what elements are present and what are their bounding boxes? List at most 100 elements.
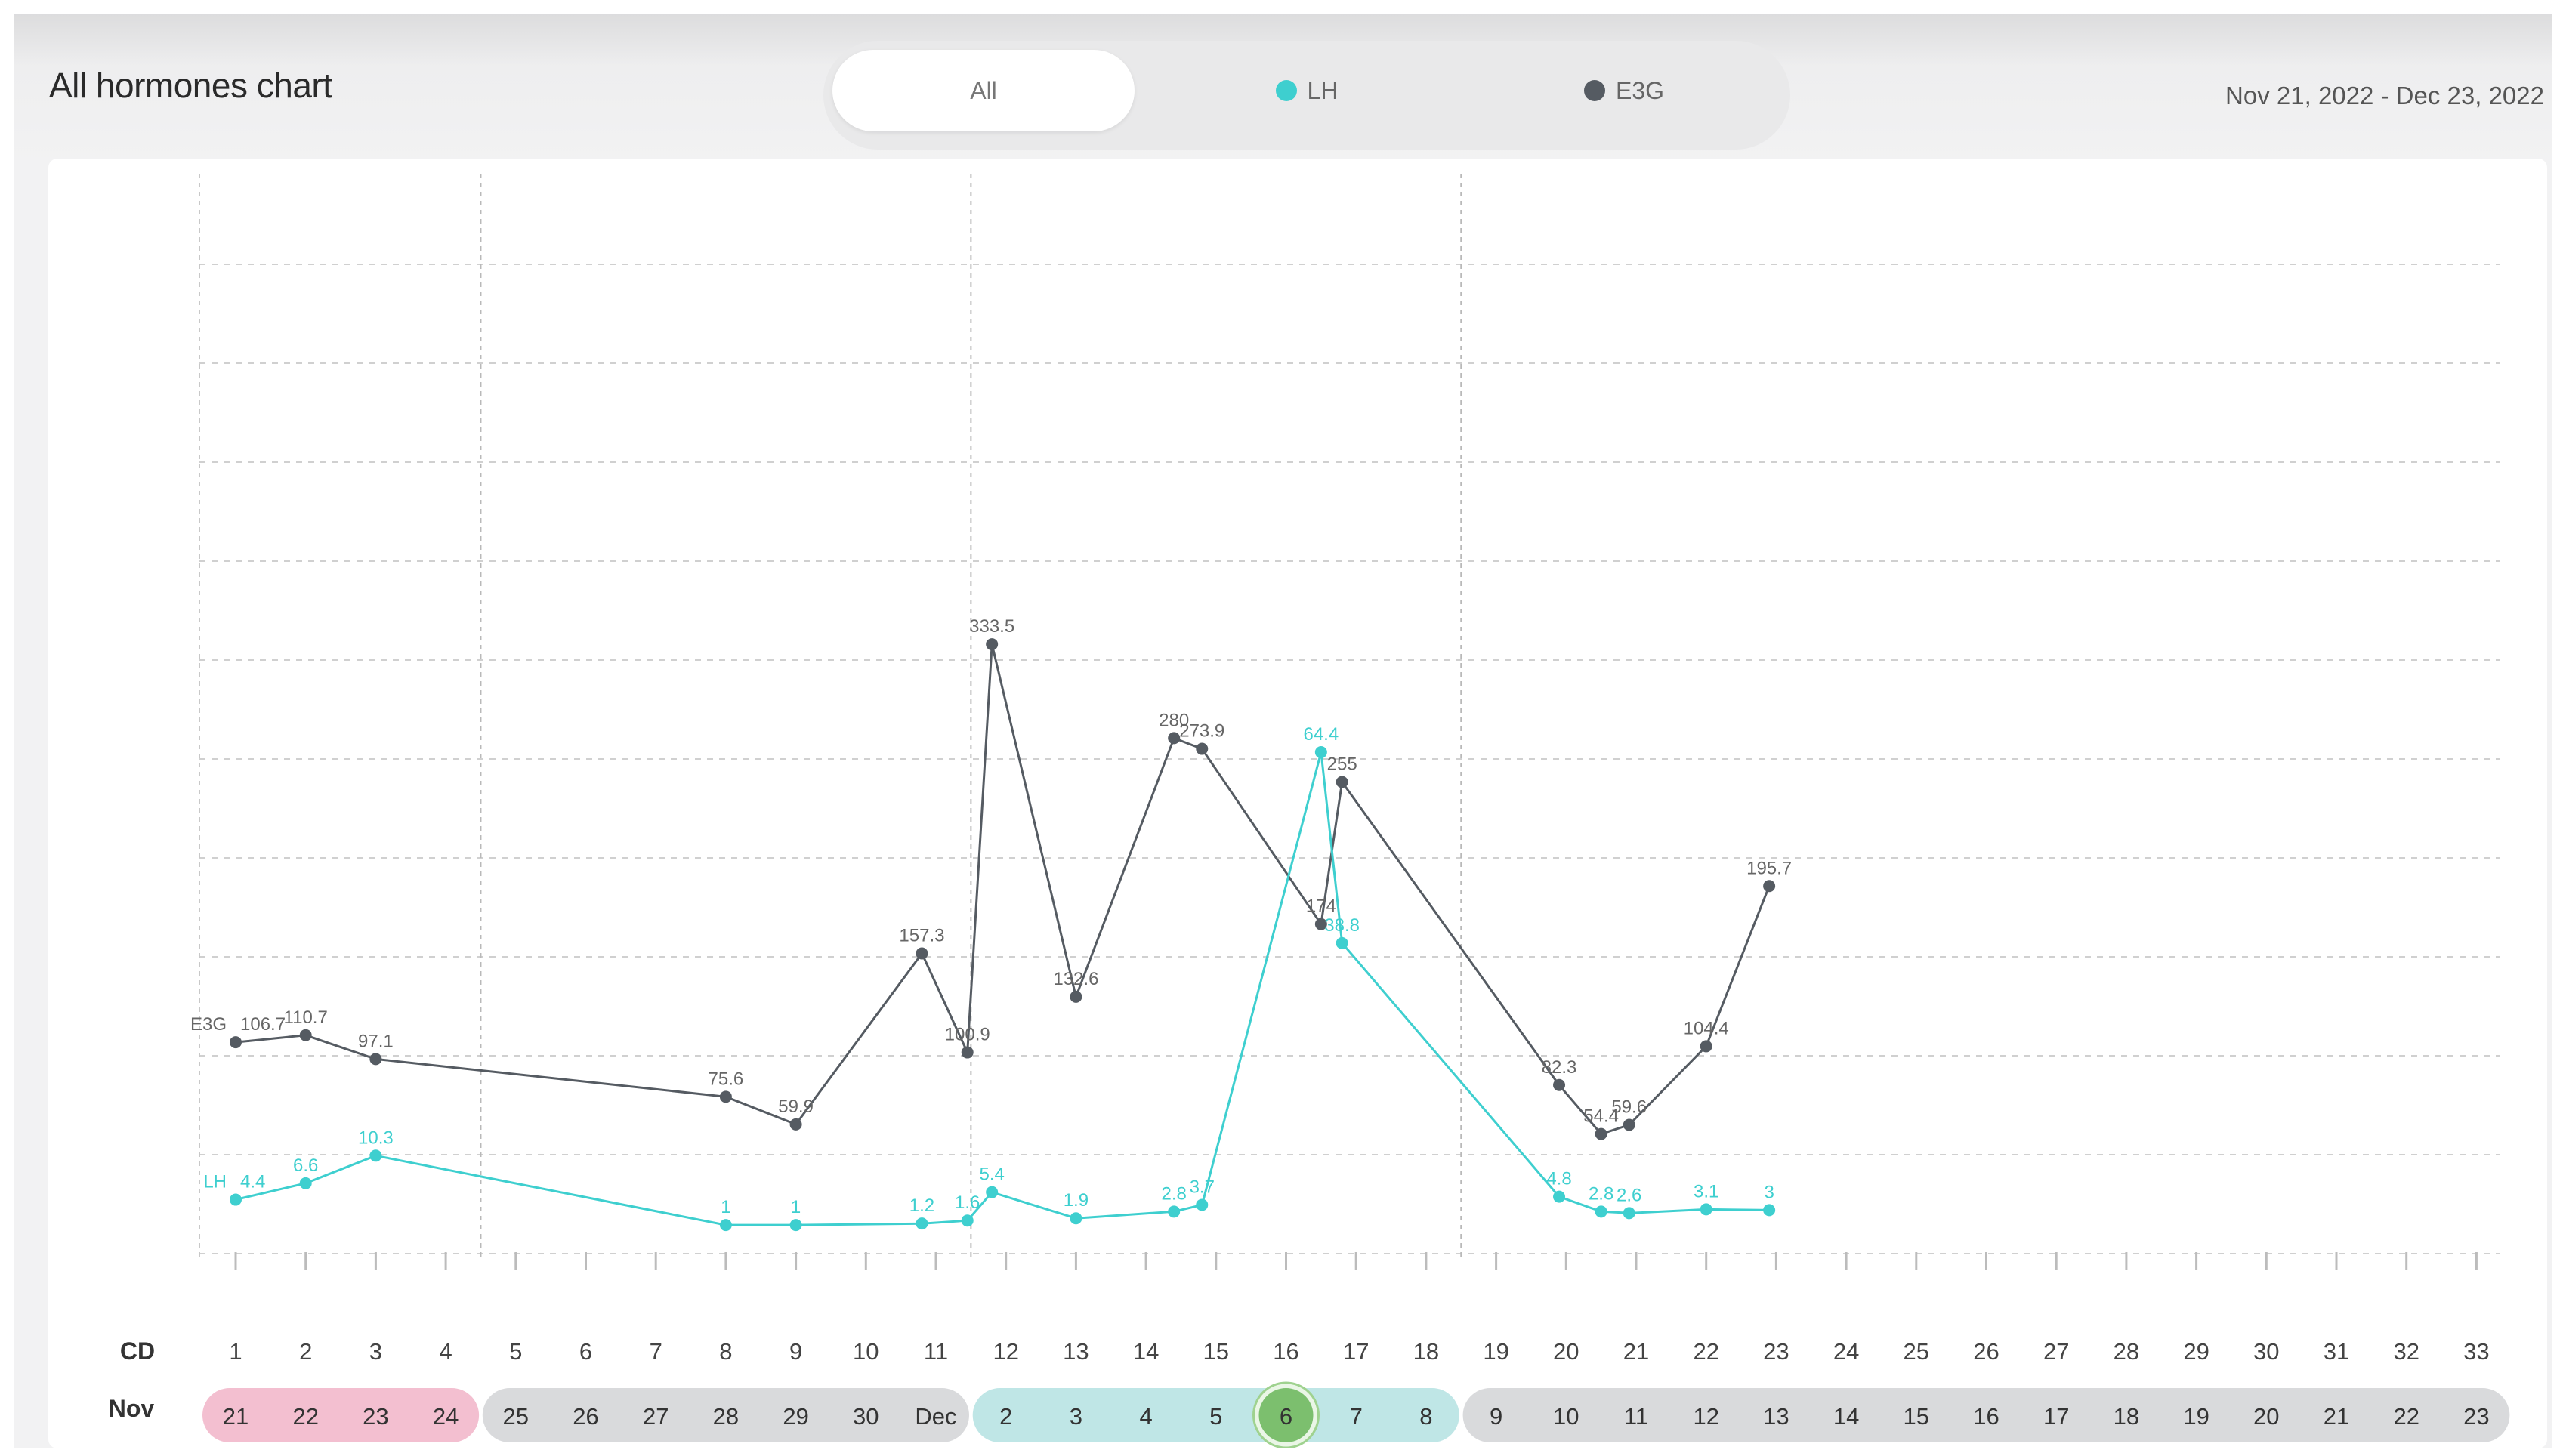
e3g-dot-icon (1583, 80, 1605, 101)
e3g-data-label: 59.6 (1611, 1097, 1647, 1118)
date-phase-band (482, 1388, 969, 1442)
lh-data-label: 1.6 (955, 1192, 980, 1213)
lh-point (1314, 746, 1327, 759)
e3g-data-label: 75.6 (709, 1069, 744, 1089)
e3g-point (1700, 1040, 1712, 1053)
e3g-data-label: 59.9 (778, 1097, 814, 1117)
date-label: 17 (2043, 1403, 2069, 1430)
tab-e3g-label: E3G (1615, 76, 1665, 104)
lh-data-label: 10.3 (358, 1127, 394, 1148)
e3g-data-label: 174 (1306, 896, 1336, 917)
lh-data-label: 3 (1764, 1182, 1774, 1202)
lh-point (230, 1193, 242, 1206)
lh-data-label: 1 (791, 1197, 801, 1217)
date-label: 18 (2114, 1403, 2139, 1430)
cycle-day-label: 10 (853, 1338, 879, 1365)
e3g-data-label: 106.7 (240, 1014, 286, 1035)
date-label: 30 (853, 1403, 879, 1430)
chart-card: 106.7 110.7 97.1 75.6 59.9 157.3 100.9 333.5 132… (48, 159, 2547, 1448)
lh-data-label: 64.4 (1303, 724, 1339, 745)
e3g-data-label: 97.1 (358, 1031, 394, 1051)
cycle-day-label: 30 (2253, 1338, 2279, 1365)
date-label: 24 (433, 1403, 459, 1430)
grid (199, 174, 2500, 1261)
cycle-day-label: 19 (1483, 1338, 1508, 1365)
lh-data-label: 2.6 (1617, 1185, 1641, 1205)
lh-point (369, 1149, 382, 1162)
date-label: 4 (1139, 1403, 1152, 1430)
date-phase-band (972, 1388, 1459, 1442)
e3g-point (230, 1036, 242, 1049)
date-label: 19 (2183, 1403, 2209, 1430)
x-ticks (234, 1252, 2478, 1270)
lh-point (1763, 1204, 1776, 1217)
date-label: 11 (1624, 1403, 1648, 1430)
e3g-data-label: 255 (1327, 754, 1357, 774)
e3g-point (1314, 918, 1327, 930)
e3g-point (1336, 776, 1348, 788)
date-label: 23 (363, 1403, 388, 1430)
e3g-point (369, 1053, 382, 1066)
e3g-data-label: 157.3 (899, 925, 944, 945)
date-label: 16 (1973, 1403, 1999, 1430)
lh-point (1623, 1207, 1635, 1220)
cycle-day-label: 24 (1833, 1338, 1859, 1365)
cycle-day-label: 21 (1623, 1338, 1649, 1365)
tab-all-label: All (970, 76, 997, 104)
tab-all[interactable]: All (832, 50, 1135, 131)
tab-lh-label: LH (1307, 76, 1339, 104)
hormone-line-chart: 106.7110.797.175.659.9157.3100.9333.5132… (109, 174, 2510, 1448)
e3g-data-label: 195.7 (1746, 858, 1792, 878)
date-label: 23 (2463, 1403, 2489, 1430)
cycle-day-label: 14 (1133, 1338, 1159, 1365)
e3g-point (719, 1090, 732, 1103)
cycle-day-label: 25 (1904, 1338, 1929, 1365)
date-label: 13 (1763, 1403, 1789, 1430)
e3g-data-label: 82.3 (1542, 1057, 1577, 1078)
cycle-day-label: 26 (1973, 1338, 1999, 1365)
e3g-point (1168, 732, 1181, 745)
e3g-data-label: 54.4 (1583, 1106, 1619, 1127)
hormone-filter: All LH E3G (823, 41, 1790, 150)
tab-e3g[interactable]: E3G (1473, 50, 1775, 131)
month-row-label: Nov (109, 1395, 155, 1422)
date-label: 25 (503, 1403, 529, 1430)
tab-lh[interactable]: LH (1156, 50, 1458, 131)
date-label: 22 (2393, 1403, 2419, 1430)
lh-data-label: 38.8 (1324, 915, 1360, 936)
date-range-label: Nov 21, 2022 - Dec 23, 2022 (2225, 82, 2544, 110)
lh-point (1553, 1190, 1566, 1203)
cycle-day-label: 7 (650, 1338, 662, 1365)
date-phase-band (1462, 1388, 2510, 1442)
lh-point (1196, 1198, 1209, 1211)
date-label: 20 (2253, 1403, 2279, 1430)
e3g-point (1070, 990, 1082, 1003)
lh-data-label: 3.1 (1694, 1181, 1718, 1202)
lh-data-label: 1.9 (1064, 1190, 1089, 1211)
cycle-day-label: 29 (2183, 1338, 2209, 1365)
e3g-point (1196, 742, 1209, 755)
cd-row-label: CD (120, 1337, 155, 1365)
cycle-day-label: 33 (2463, 1338, 2489, 1365)
lh-data-label: 1 (721, 1197, 730, 1217)
lh-data-label: 2.8 (1161, 1183, 1186, 1204)
date-label: 26 (573, 1403, 598, 1430)
date-label: 10 (1553, 1403, 1579, 1430)
date-phase-band (202, 1388, 480, 1442)
e3g-data-label: 100.9 (945, 1025, 990, 1045)
series-group: 106.7110.797.175.659.9157.3100.9333.5132… (190, 616, 1792, 1232)
e3g-line (235, 643, 1771, 1136)
cycle-day-label: 2 (299, 1338, 312, 1365)
lh-point (916, 1217, 928, 1230)
lh-data-label: 4.8 (1546, 1169, 1571, 1189)
lh-data-label: 4.4 (240, 1172, 265, 1192)
cycle-day-label: 20 (1553, 1338, 1579, 1365)
cycle-day-label: 15 (1203, 1338, 1229, 1365)
date-label: 9 (1490, 1403, 1502, 1430)
date-label: Dec (915, 1403, 956, 1430)
e3g-point (1623, 1118, 1635, 1131)
lh-point (789, 1219, 802, 1232)
date-label: 28 (713, 1403, 739, 1430)
e3g-data-label: 132.6 (1053, 969, 1098, 989)
e3g-point (1553, 1078, 1566, 1091)
